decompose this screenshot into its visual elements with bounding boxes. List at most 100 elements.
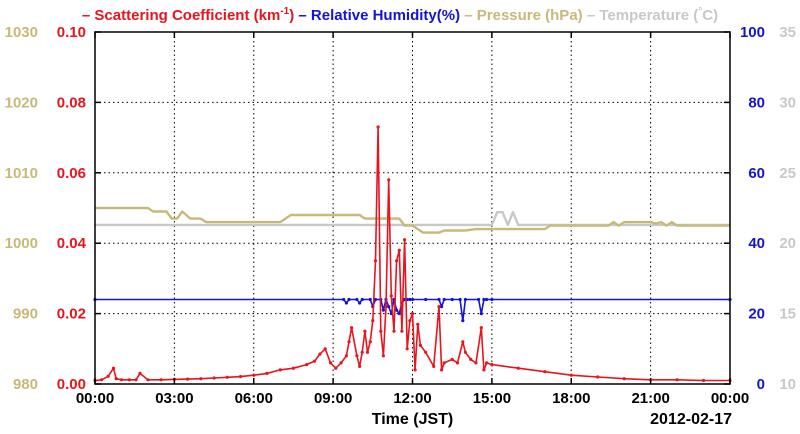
- x-axis-label: Time (JST): [372, 411, 454, 428]
- data-point: [403, 238, 407, 242]
- data-point: [413, 368, 417, 372]
- data-point: [225, 375, 229, 379]
- data-point: [482, 297, 486, 302]
- data-point: [469, 357, 473, 361]
- grid: [95, 32, 730, 384]
- data-point: [358, 301, 362, 305]
- data-point: [381, 308, 385, 312]
- x-tick-label: 18:00: [552, 390, 590, 407]
- x-tick-label: 09:00: [314, 390, 352, 407]
- series-pressure: [95, 206, 730, 234]
- data-point: [458, 297, 462, 302]
- data-point: [461, 340, 465, 344]
- data-point: [479, 326, 483, 330]
- data-point: [344, 354, 348, 358]
- data-point: [212, 376, 216, 380]
- data-point: [360, 297, 364, 302]
- x-tick-label: 12:00: [393, 390, 431, 407]
- data-point: [373, 297, 378, 302]
- data-point: [701, 378, 706, 383]
- data-point: [410, 312, 415, 316]
- data-point: [100, 378, 104, 382]
- data-point: [305, 363, 309, 367]
- data-point: [134, 378, 138, 382]
- data-point: [265, 371, 269, 375]
- data-point: [424, 350, 428, 354]
- scattering-tick-label: 0.04: [57, 235, 87, 252]
- data-point: [365, 350, 370, 354]
- legend-text: – Scattering Coefficient (km-1) – Relati…: [82, 6, 718, 24]
- humidity-tick-label: 60: [748, 165, 765, 182]
- humidity-tick-label: 40: [748, 235, 765, 252]
- data-point: [450, 297, 454, 302]
- x-tick-label: 21:00: [631, 390, 669, 407]
- temperature-tick-label: 35: [779, 24, 796, 41]
- data-point: [106, 374, 110, 378]
- data-point: [485, 297, 489, 302]
- series-line: [95, 206, 730, 234]
- data-point: [408, 297, 412, 302]
- data-point: [291, 366, 295, 370]
- data-point: [397, 248, 401, 252]
- data-point: [675, 378, 679, 382]
- data-point: [442, 361, 446, 365]
- data-point: [442, 297, 446, 302]
- data-point: [358, 364, 362, 368]
- ticks: 00:00 03:00 06:00 09:00 12:00 15:00 18:00 21:00…: [5, 24, 796, 407]
- data-point: [381, 354, 385, 358]
- data-point: [368, 297, 372, 302]
- data-point: [111, 366, 116, 370]
- data-point: [418, 343, 422, 347]
- data-point: [344, 301, 348, 305]
- pressure-tick-label: 990: [13, 306, 38, 323]
- data-point: [482, 368, 486, 372]
- data-point: [387, 305, 391, 309]
- data-point: [371, 319, 375, 323]
- scattering-tick-label: 0.02: [57, 306, 86, 323]
- data-point: [138, 371, 142, 375]
- scattering-tick-label: 0.06: [57, 165, 86, 182]
- data-point: [455, 361, 460, 365]
- series-layer: [93, 125, 732, 383]
- data-point: [339, 361, 343, 365]
- data-point: [146, 378, 150, 382]
- data-point: [347, 340, 351, 344]
- x-tick-label: 00:00: [711, 390, 749, 407]
- data-point: [313, 359, 317, 363]
- pressure-tick-label: 1010: [5, 165, 38, 182]
- data-point: [424, 297, 428, 302]
- data-point: [440, 368, 444, 372]
- legend-superscript: -1: [280, 6, 289, 17]
- temperature-tick-label: 25: [779, 165, 796, 182]
- data-point: [516, 366, 520, 370]
- data-point: [379, 329, 383, 333]
- data-point: [395, 259, 399, 263]
- scattering-tick-label: 0.00: [57, 376, 86, 393]
- temperature-tick-label: 20: [779, 235, 796, 252]
- data-point: [387, 178, 391, 182]
- data-point: [416, 322, 420, 326]
- data-point: [238, 375, 243, 379]
- data-point: [342, 297, 346, 302]
- data-point: [596, 375, 600, 379]
- pressure-tick-label: 1020: [5, 94, 38, 111]
- data-point: [440, 305, 444, 309]
- data-point: [490, 297, 494, 302]
- data-point: [437, 305, 441, 309]
- data-point: [278, 368, 282, 372]
- data-point: [543, 370, 547, 374]
- data-point: [347, 297, 351, 302]
- data-point: [405, 347, 409, 351]
- data-point: [114, 377, 118, 381]
- data-point: [479, 312, 483, 316]
- data-point: [389, 294, 393, 298]
- legend-suffix: ): [289, 7, 294, 24]
- legend-entry: – Temperature (: [583, 7, 699, 24]
- data-point: [384, 305, 388, 309]
- humidity-tick-label: 20: [748, 306, 765, 323]
- data-point: [437, 297, 441, 302]
- pressure-tick-label: 1000: [5, 235, 38, 252]
- data-point: [410, 297, 415, 302]
- pressure-tick-label: 980: [13, 376, 38, 393]
